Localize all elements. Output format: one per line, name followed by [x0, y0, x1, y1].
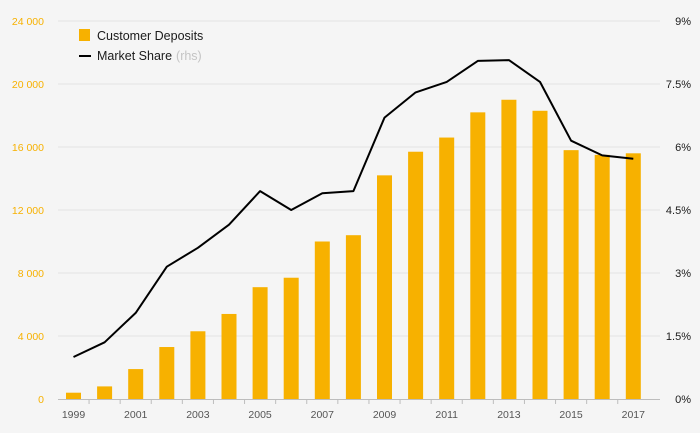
- left-axis-tick-label: 24 000: [12, 16, 44, 28]
- bar: [314, 241, 330, 399]
- legend-label-rhs: (rhs): [176, 49, 202, 63]
- bar: [377, 175, 392, 399]
- legend-swatch-deposits: [79, 29, 90, 41]
- bar: [190, 331, 206, 399]
- bar: [159, 347, 175, 399]
- right-axis-tick-label: 4.5%: [666, 205, 691, 217]
- bar: [470, 112, 486, 399]
- line-series: [73, 59, 634, 358]
- bar: [563, 150, 579, 399]
- x-axis-tick-label: 2007: [311, 409, 335, 421]
- legend: Customer Deposits Market Share (rhs): [79, 29, 203, 63]
- x-axis-tick-label: 2005: [248, 409, 272, 421]
- bar: [532, 110, 548, 400]
- left-axis-tick-label: 20 000: [12, 79, 44, 91]
- right-axis-tick-label: 3%: [675, 268, 691, 280]
- x-axis-tick-label: 2003: [186, 409, 210, 421]
- right-axis-tick-label: 9%: [675, 16, 691, 28]
- bar: [221, 313, 237, 399]
- right-axis-tick-label: 6%: [675, 142, 691, 154]
- right-axis-tick-label: 0%: [675, 394, 691, 406]
- x-axis-tick-label: 2009: [373, 409, 397, 421]
- right-axis-tick-label: 7.5%: [666, 79, 691, 91]
- bar: [408, 151, 424, 399]
- bar: [439, 137, 455, 400]
- x-axis-tick-label: 1999: [62, 409, 86, 421]
- bar: [594, 154, 610, 399]
- bar: [501, 99, 517, 399]
- bar: [128, 369, 144, 399]
- axes: 0 4 000 8 000 12 000 16 000 20 000 24 000 0% 1.5…: [12, 16, 691, 421]
- legend-label-deposits: Customer Deposits: [97, 29, 203, 43]
- x-axis-tick-label: 2001: [124, 409, 148, 421]
- x-axis-tick-label: 2017: [622, 409, 646, 421]
- bar-series: [66, 99, 641, 400]
- left-axis-tick-label: 4 000: [18, 331, 44, 343]
- bar: [66, 392, 81, 399]
- bar: [283, 277, 299, 399]
- bar: [252, 287, 268, 399]
- bar: [345, 235, 361, 399]
- x-axis-tick-label: 2011: [435, 409, 458, 421]
- left-axis-tick-label: 0: [38, 394, 44, 406]
- left-axis-tick-label: 12 000: [12, 205, 44, 217]
- x-axis-tick-label: 2013: [497, 409, 521, 421]
- bar: [625, 153, 641, 399]
- legend-label-market-share: Market Share: [97, 49, 172, 63]
- left-axis-tick-label: 8 000: [18, 268, 44, 280]
- left-axis-tick-label: 16 000: [12, 142, 44, 154]
- legend-label-market-share-wrap: Market Share (rhs): [97, 49, 202, 63]
- right-axis-tick-label: 1.5%: [666, 331, 691, 343]
- bar: [97, 386, 113, 399]
- x-axis-tick-label: 2015: [559, 409, 583, 421]
